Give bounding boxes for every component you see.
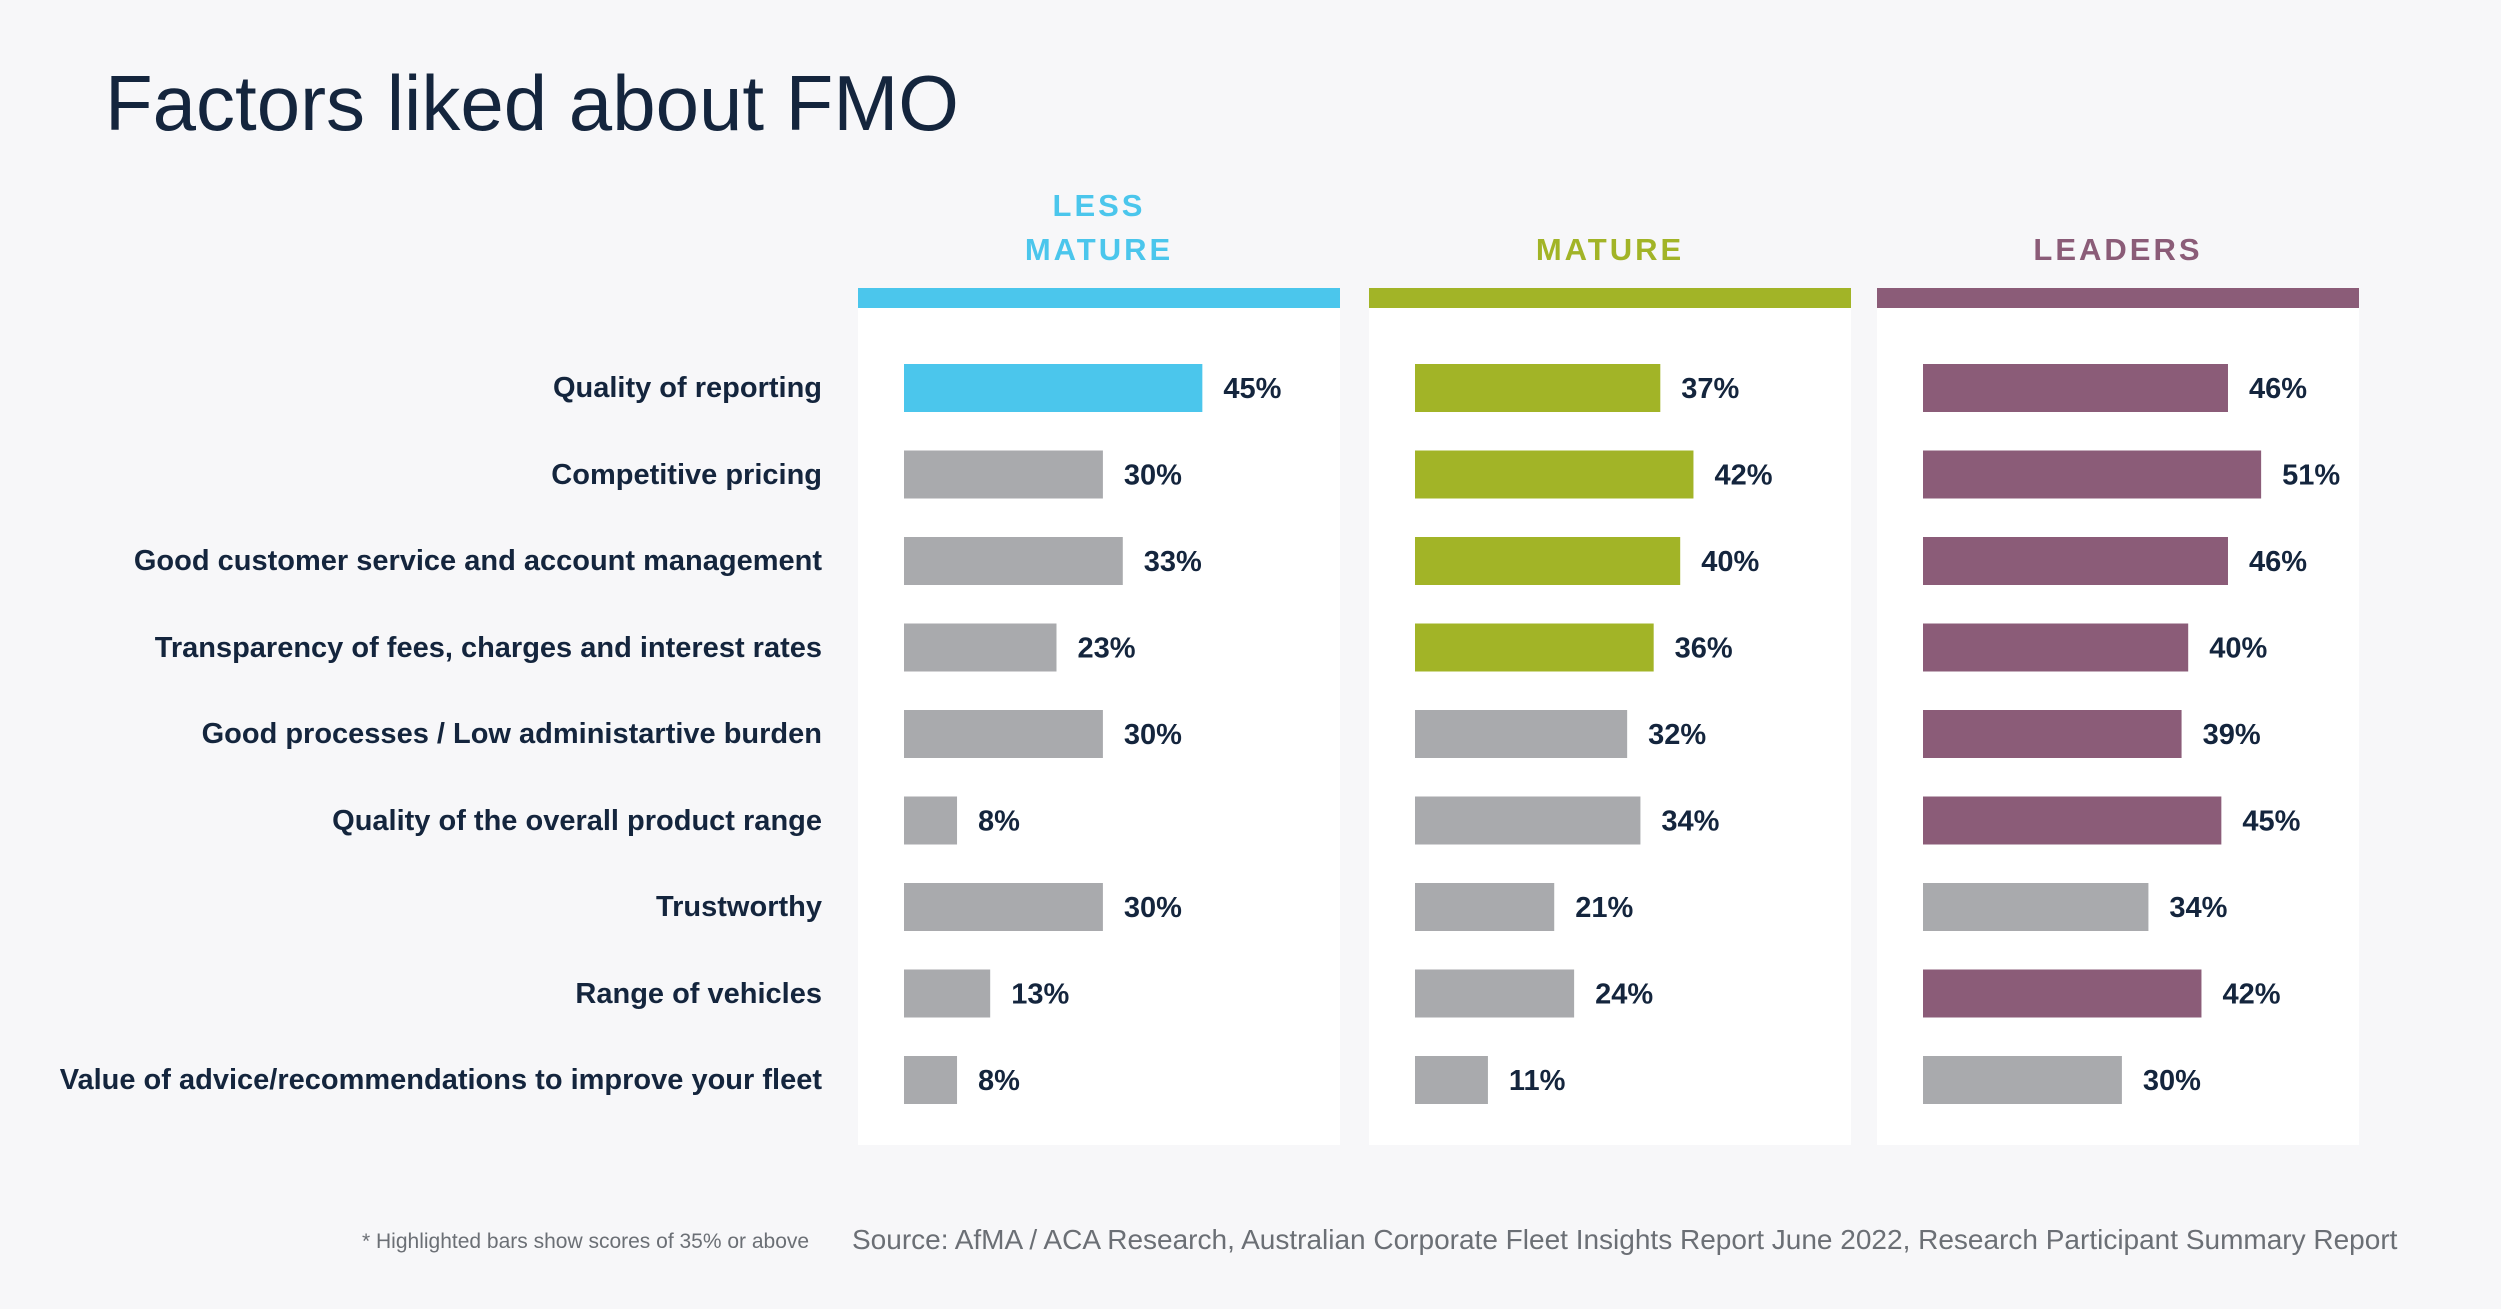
bar bbox=[1415, 623, 1654, 672]
data-label: 37% bbox=[1681, 373, 1739, 405]
data-label: 30% bbox=[1124, 460, 1182, 492]
series-header-line: MATURE bbox=[1535, 232, 1685, 267]
series-panel: 37% 42% 40% 36% 32% 34% 21% 24% 11% bbox=[1369, 308, 1851, 1145]
data-label: 13% bbox=[1011, 979, 1069, 1011]
series-color-bar bbox=[1369, 288, 1851, 308]
data-label: 42% bbox=[1714, 460, 1772, 492]
series-header: LESS MATURE bbox=[858, 184, 1340, 272]
data-label: 32% bbox=[1648, 719, 1706, 751]
footnote: * Highlighted bars show scores of 35% or… bbox=[362, 1230, 810, 1253]
bar bbox=[904, 450, 1103, 499]
series-bars-svg: 46% 51% 46% 40% 39% 45% 34% 42% 30% bbox=[1923, 364, 2340, 1104]
data-label: 39% bbox=[2203, 719, 2261, 751]
bar bbox=[1415, 796, 1641, 845]
bar bbox=[1415, 364, 1661, 412]
series-color-bar bbox=[858, 288, 1340, 308]
data-label: 51% bbox=[2282, 460, 2340, 492]
data-label: 24% bbox=[1595, 979, 1653, 1011]
bar bbox=[904, 710, 1103, 758]
bar bbox=[1415, 1056, 1488, 1104]
bar bbox=[904, 883, 1103, 931]
data-label: 40% bbox=[2209, 633, 2267, 665]
bar bbox=[904, 537, 1123, 585]
bar bbox=[904, 623, 1057, 672]
source-note: Source: AfMA / ACA Research, Australian … bbox=[852, 1224, 2398, 1255]
data-label: 8% bbox=[978, 806, 1020, 838]
series-panel: 45% 30% 33% 23% 30% 8% 30% 13% 8% bbox=[858, 308, 1340, 1145]
data-label: 11% bbox=[1509, 1065, 1566, 1097]
chart-title: Factors liked about FMO bbox=[105, 59, 959, 147]
bar bbox=[1923, 537, 2228, 585]
data-label: 45% bbox=[2242, 806, 2300, 838]
data-label: 33% bbox=[1144, 546, 1202, 578]
category-label: Transparency of fees, charges and intere… bbox=[154, 631, 822, 664]
data-label: 42% bbox=[2222, 979, 2280, 1011]
bar bbox=[904, 1056, 958, 1104]
data-label: 40% bbox=[1701, 546, 1759, 578]
data-label: 21% bbox=[1575, 892, 1633, 924]
series-color-bar bbox=[1877, 288, 2359, 308]
data-label: 34% bbox=[2169, 892, 2227, 924]
series-panel: 46% 51% 46% 40% 39% 45% 34% 42% 30% bbox=[1877, 308, 2359, 1145]
category-label: Quality of the overall product range bbox=[332, 804, 822, 837]
data-label: 34% bbox=[1661, 806, 1719, 838]
bar bbox=[1923, 623, 2189, 672]
series-bars-svg: 37% 42% 40% 36% 32% 34% 21% 24% 11% bbox=[1415, 364, 1773, 1104]
bar bbox=[1415, 969, 1575, 1018]
series-bars-svg: 45% 30% 33% 23% 30% 8% 30% 13% 8% bbox=[904, 364, 1282, 1104]
bar bbox=[1923, 796, 2222, 845]
category-label: Quality of reporting bbox=[552, 372, 822, 404]
series-header: LEADERS bbox=[1877, 228, 2359, 272]
series-header-line: LEADERS bbox=[2033, 232, 2203, 267]
bar bbox=[1415, 537, 1681, 585]
data-label: 8% bbox=[978, 1065, 1020, 1097]
data-label: 45% bbox=[1223, 373, 1281, 405]
category-label: Range of vehicles bbox=[575, 977, 822, 1010]
category-label: Trustworthy bbox=[656, 891, 822, 923]
bar bbox=[904, 796, 958, 845]
category-label: Good processes / Low administartive burd… bbox=[201, 718, 822, 750]
data-label: 36% bbox=[1675, 633, 1733, 665]
bar bbox=[1923, 450, 2262, 499]
data-label: 30% bbox=[1124, 719, 1182, 751]
data-label: 30% bbox=[2143, 1065, 2201, 1097]
bar bbox=[1923, 1056, 2122, 1104]
bar bbox=[904, 969, 991, 1018]
data-label: 46% bbox=[2249, 373, 2307, 405]
data-label: 30% bbox=[1124, 892, 1182, 924]
bar bbox=[1923, 364, 2228, 412]
bar bbox=[1415, 883, 1555, 931]
bar bbox=[1415, 710, 1628, 758]
bar bbox=[1923, 710, 2182, 758]
data-label: 23% bbox=[1077, 633, 1135, 665]
category-labels: Quality of reporting Competitive pricing G… bbox=[0, 0, 822, 1309]
bar bbox=[904, 364, 1203, 412]
series-header: MATURE bbox=[1369, 228, 1851, 272]
series-header-line: MATURE bbox=[1024, 232, 1174, 267]
category-label: Value of advice/recommendations to impro… bbox=[59, 1064, 822, 1096]
category-label: Competitive pricing bbox=[551, 458, 822, 491]
series-header-line: LESS bbox=[1052, 188, 1146, 223]
data-label: 46% bbox=[2249, 546, 2307, 578]
bar bbox=[1415, 450, 1694, 499]
category-label: Good customer service and account manage… bbox=[133, 545, 822, 577]
bar bbox=[1923, 883, 2149, 931]
bar bbox=[1923, 969, 2202, 1018]
